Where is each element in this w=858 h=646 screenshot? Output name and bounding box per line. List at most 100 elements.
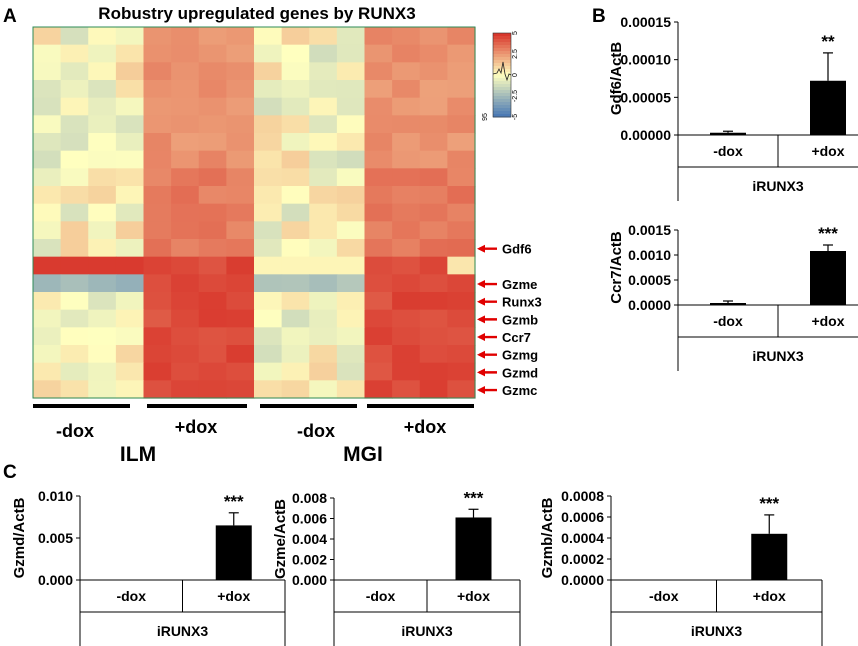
category-label: +dox: [457, 588, 490, 604]
heatmap-cell: [309, 239, 338, 258]
heatmap-cell: [309, 345, 338, 364]
color-scale-step: [493, 111, 511, 115]
color-scale-step: [493, 39, 511, 43]
heatmap-cell: [447, 80, 476, 99]
heatmap-cell: [309, 221, 338, 240]
heatmap-cell: [198, 345, 227, 364]
heatmap-cell: [254, 274, 283, 293]
heatmap-cell: [226, 44, 255, 63]
heatmap-cell: [33, 44, 62, 63]
heatmap-cell: [364, 221, 393, 240]
y-axis-label: Ccr7/ActB: [608, 231, 625, 304]
color-scale-step: [493, 60, 511, 64]
heatmap-cell: [198, 27, 227, 46]
heatmap-cell: [309, 115, 338, 134]
heatmap-cell: [115, 133, 145, 152]
heatmap-cell: [88, 274, 117, 293]
heatmap-cell: [88, 97, 117, 116]
bar: [710, 303, 746, 305]
x-axis-label: iRUNX3: [752, 178, 804, 194]
heatmap-cell: [226, 221, 255, 240]
heatmap-cell: [198, 221, 227, 240]
heatmap-cell: [171, 80, 200, 99]
cell-line-label-mgi: MGI: [343, 443, 383, 466]
heatmap-cell: [143, 44, 172, 63]
heatmap-cell: [281, 239, 310, 258]
heatmap-cell: [281, 97, 310, 116]
heatmap-cell: [309, 292, 338, 311]
heatmap-cell: [419, 62, 448, 81]
significance-label: ***: [818, 224, 838, 243]
heatmap-cell: [226, 327, 255, 346]
heatmap-cell: [309, 309, 338, 328]
heatmap-cell: [309, 327, 338, 346]
heatmap-cell: [115, 274, 145, 293]
heatmap-cell: [364, 256, 393, 275]
y-axis-label: Gdf6/ActB: [608, 42, 625, 116]
heatmap-cell: [336, 380, 366, 399]
heatmap-cell: [226, 292, 255, 311]
heatmap-cell: [336, 239, 366, 258]
heatmap-cell: [392, 221, 421, 240]
heatmap-cell: [33, 327, 62, 346]
heatmap-cell: [392, 44, 421, 63]
heatmap-cell: [60, 292, 89, 311]
heatmap-cell: [171, 221, 200, 240]
heatmap-cell: [171, 44, 200, 63]
heatmap-cell: [392, 309, 421, 328]
gene-label-gdf6: Gdf6: [502, 242, 532, 257]
heatmap-cell: [115, 203, 145, 222]
y-tick-label: 0.0000: [561, 572, 604, 588]
heatmap-cell: [336, 309, 366, 328]
heatmap-cell: [115, 168, 145, 187]
heatmap-cell: [336, 256, 366, 275]
heatmap-cell: [198, 274, 227, 293]
heatmap-cell: [60, 168, 89, 187]
heatmap-cell: [33, 150, 62, 169]
heatmap-cell: [364, 186, 393, 205]
heatmap-cell: [419, 309, 448, 328]
heatmap-cell: [364, 362, 393, 381]
heatmap-cell: [281, 274, 310, 293]
heatmap-cell: [60, 44, 89, 63]
heatmap-cell: [364, 380, 393, 399]
gene-label-gzmg: Gzmg: [502, 348, 538, 363]
heatmap-cell: [33, 292, 62, 311]
heatmap-cell: [364, 27, 393, 46]
color-scale-step: [493, 96, 511, 100]
x-axis-label: iRUNX3: [691, 623, 743, 639]
heatmap-cell: [198, 239, 227, 258]
heatmap-cell: [171, 133, 200, 152]
heatmap-cell: [226, 62, 255, 81]
heatmap-cell: [309, 150, 338, 169]
category-label: -dox: [366, 588, 396, 604]
color-scale-tick: 0: [512, 73, 519, 77]
chart-gzmb: 0.0000 0.0002 0.0004 0.0006 0.0008 Gzmb/ActB -…: [539, 488, 823, 646]
heatmap-cell: [309, 62, 338, 81]
heatmap-cell: [60, 115, 89, 134]
group-label-ilm-minus: -dox: [56, 421, 94, 441]
heatmap-cell: [171, 97, 200, 116]
heatmap-cell: [33, 345, 62, 364]
heatmap-cell: [143, 362, 172, 381]
heatmap-cell: [171, 27, 200, 46]
heatmap-cell: [115, 97, 145, 116]
color-scale-step: [493, 99, 511, 103]
color-scale-step: [493, 63, 511, 67]
heatmap-cell: [226, 97, 255, 116]
gene-labels: Gdf6 Gzme Runx3 Gzmb Ccr7 Gzmg Gzmd Gzmc: [477, 242, 542, 398]
heatmap-cell: [115, 27, 145, 46]
heatmap-cell: [336, 327, 366, 346]
color-scale-step: [493, 102, 511, 106]
heatmap-cell: [392, 168, 421, 187]
color-scale-step: [493, 51, 511, 55]
heatmap-cell: [198, 203, 227, 222]
heatmap-cell: [336, 97, 366, 116]
heatmap-cell: [364, 327, 393, 346]
heatmap-cell: [88, 150, 117, 169]
heatmap-cell: [419, 203, 448, 222]
heatmap-cell: [33, 80, 62, 99]
heatmap-cell: [419, 44, 448, 63]
panel-label-a: A: [3, 6, 17, 27]
heatmap-cell: [447, 221, 476, 240]
